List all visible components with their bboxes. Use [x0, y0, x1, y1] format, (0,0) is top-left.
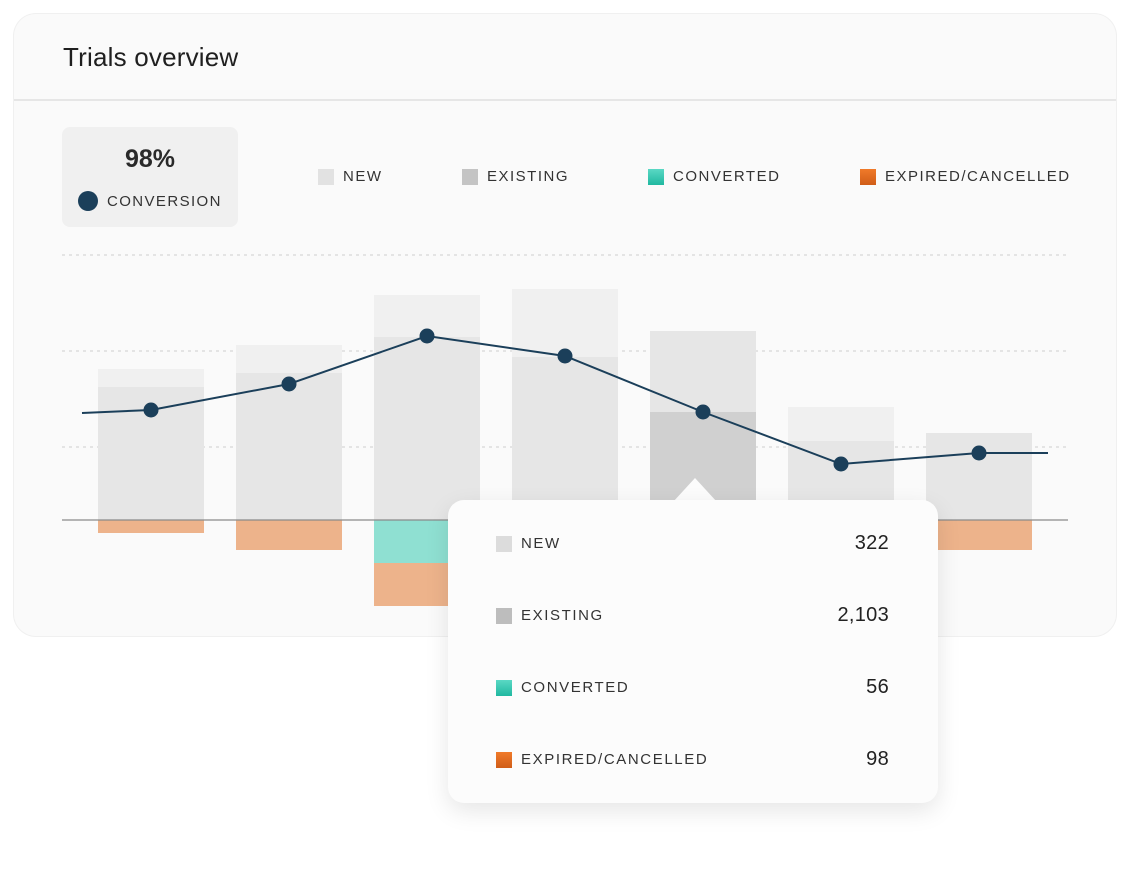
bar-expired	[98, 520, 204, 533]
bar-new	[236, 345, 342, 373]
tooltip-row-existing: EXISTING 2,103	[496, 604, 889, 627]
conversion-point	[281, 376, 297, 392]
conversion-point	[557, 348, 573, 364]
tooltip-row-new: NEW 322	[496, 532, 889, 555]
tooltip-row-expired: EXPIRED/CANCELLED 98	[496, 748, 889, 771]
legend-label: NEW	[343, 168, 383, 185]
card-header: Trials overview	[14, 14, 1116, 101]
new-swatch-icon	[496, 535, 512, 552]
bar-new	[650, 331, 756, 412]
expired-swatch-icon	[496, 751, 512, 768]
new-swatch-icon	[318, 168, 334, 185]
bar-existing	[236, 373, 342, 520]
existing-swatch-icon	[462, 168, 478, 185]
conversion-point	[971, 445, 987, 461]
conversion-dot-icon	[78, 191, 98, 211]
conversion-point	[695, 404, 711, 420]
conversion-label: CONVERSION	[107, 192, 222, 210]
card-title: Trials overview	[63, 42, 239, 72]
bar-new	[788, 407, 894, 441]
tooltip-label: EXISTING	[521, 607, 604, 624]
bar-new	[98, 369, 204, 387]
bar-expired	[926, 520, 1032, 550]
tooltip-label: NEW	[521, 535, 561, 552]
tooltip-row-converted: CONVERTED 56	[496, 676, 889, 699]
tooltip-value: 2,103	[837, 604, 889, 626]
existing-swatch-icon	[496, 607, 512, 624]
tooltip-arrow	[673, 478, 717, 502]
legend-label: CONVERTED	[673, 168, 781, 185]
tooltip: NEW 322 EXISTING 2,103 CONVERTED 56 EXPI…	[448, 500, 938, 803]
conversion-point	[143, 402, 159, 418]
tooltip-value: 98	[866, 748, 889, 770]
bar-existing	[374, 337, 480, 520]
conversion-kpi: 98% CONVERSION	[62, 127, 238, 227]
bar-existing	[512, 357, 618, 520]
conversion-value: 98%	[124, 145, 176, 173]
conversion-point	[833, 456, 849, 472]
converted-swatch-icon	[648, 168, 664, 185]
legend-label: EXPIRED/CANCELLED	[885, 168, 1071, 185]
legend-label: EXISTING	[487, 168, 570, 185]
tooltip-label: CONVERTED	[521, 679, 630, 696]
converted-swatch-icon	[496, 679, 512, 696]
bar-new	[512, 289, 618, 357]
conversion-point	[419, 328, 435, 344]
expired-swatch-icon	[860, 168, 876, 185]
legend-item-new[interactable]: NEW	[318, 168, 383, 185]
legend-item-expired[interactable]: EXPIRED/CANCELLED	[860, 168, 1071, 185]
tooltip-label: EXPIRED/CANCELLED	[521, 751, 709, 768]
conversion-label-row: CONVERSION	[78, 191, 222, 211]
legend-item-existing[interactable]: EXISTING	[462, 168, 569, 185]
tooltip-value: 322	[854, 532, 889, 554]
tooltip-value: 56	[866, 676, 889, 698]
legend-item-converted[interactable]: CONVERTED	[648, 168, 780, 185]
bar-expired	[236, 520, 342, 550]
